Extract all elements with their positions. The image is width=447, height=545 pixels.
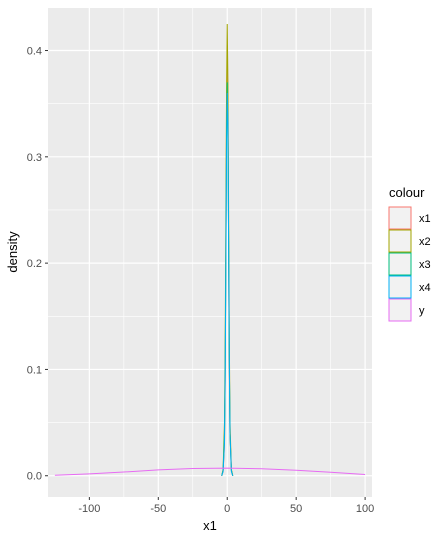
legend-key-x4	[388, 275, 412, 299]
x-axis: -100 -50 0 50 100	[78, 497, 374, 515]
legend-label-x4: x4	[419, 282, 431, 294]
y-tick-label: 0.3	[27, 152, 42, 164]
legend-label-y: y	[419, 305, 425, 317]
legend-label-x1: x1	[419, 213, 431, 225]
legend: colour x1 x2 x3 x4 y	[388, 185, 431, 322]
y-tick-label: 0.2	[27, 258, 42, 270]
density-line-x4	[221, 93, 234, 476]
x-tick-label: -50	[150, 503, 166, 515]
legend-title: colour	[389, 185, 425, 200]
plot-panel	[48, 8, 372, 497]
x-tick-label: 100	[356, 503, 374, 515]
x-tick-label: 0	[224, 503, 230, 515]
density-curves	[54, 23, 366, 476]
legend-key-y	[388, 298, 412, 322]
legend-key-x1	[388, 206, 412, 230]
legend-key-x2	[388, 229, 412, 253]
y-tick-label: 0.4	[27, 46, 42, 58]
x-tick-label: 50	[290, 503, 302, 515]
legend-key-x3	[388, 252, 412, 276]
legend-label-x3: x3	[419, 259, 431, 271]
x-tick-label: -100	[78, 503, 100, 515]
y-axis: 0.0 0.1 0.2 0.3 0.4	[27, 46, 48, 483]
legend-label-x2: x2	[419, 236, 431, 248]
minor-gridlines	[48, 8, 372, 497]
x-axis-title: x1	[203, 518, 217, 533]
y-axis-title: density	[5, 231, 20, 273]
y-tick-label: 0.1	[27, 364, 42, 376]
y-tick-label: 0.0	[27, 471, 42, 483]
density-line-y	[54, 467, 366, 476]
